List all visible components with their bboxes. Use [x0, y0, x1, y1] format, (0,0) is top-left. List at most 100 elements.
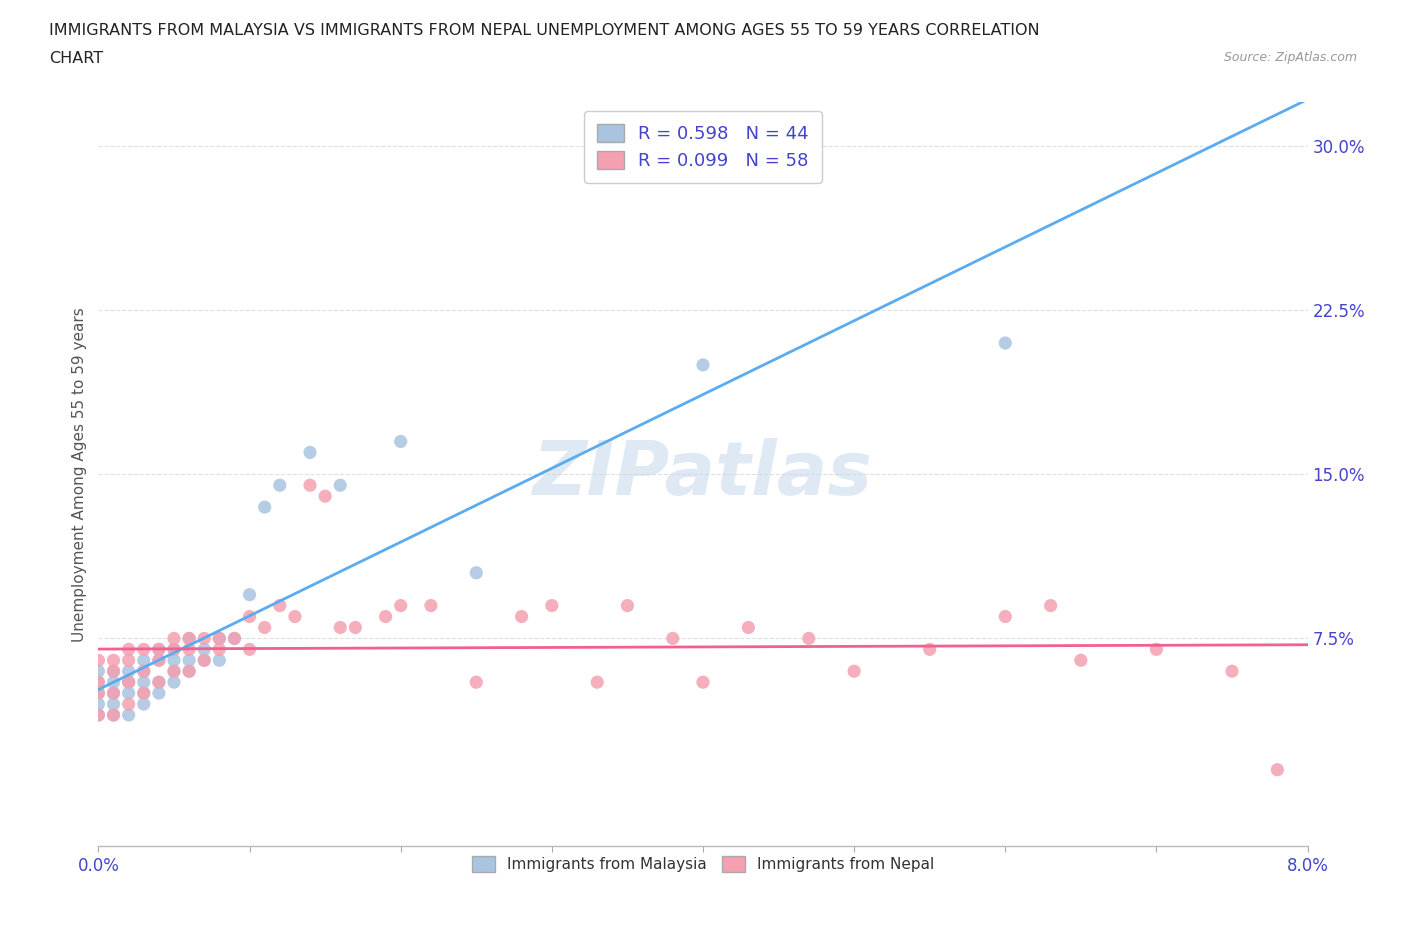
Point — [103, 675, 125, 690]
Point — [616, 598, 638, 613]
Point — [118, 642, 141, 657]
Point — [193, 653, 215, 668]
Point — [132, 642, 155, 657]
Point — [132, 685, 155, 700]
Point — [103, 697, 125, 711]
Point — [1267, 763, 1289, 777]
Point — [148, 642, 170, 657]
Point — [118, 675, 141, 690]
Point — [163, 664, 186, 679]
Point — [163, 675, 186, 690]
Point — [918, 642, 941, 657]
Point — [87, 685, 110, 700]
Point — [692, 357, 714, 372]
Point — [87, 653, 110, 668]
Point — [103, 664, 125, 679]
Point — [329, 478, 352, 493]
Text: IMMIGRANTS FROM MALAYSIA VS IMMIGRANTS FROM NEPAL UNEMPLOYMENT AMONG AGES 55 TO : IMMIGRANTS FROM MALAYSIA VS IMMIGRANTS F… — [49, 23, 1040, 38]
Point — [163, 631, 186, 645]
Point — [163, 642, 186, 657]
Point — [420, 598, 443, 613]
Point — [179, 653, 201, 668]
Point — [179, 664, 201, 679]
Point — [148, 685, 170, 700]
Point — [103, 653, 125, 668]
Point — [389, 434, 412, 449]
Point — [118, 697, 141, 711]
Point — [103, 685, 125, 700]
Point — [163, 642, 186, 657]
Legend: Immigrants from Malaysia, Immigrants from Nepal: Immigrants from Malaysia, Immigrants fro… — [464, 848, 942, 880]
Point — [344, 620, 367, 635]
Point — [132, 685, 155, 700]
Point — [118, 675, 141, 690]
Point — [269, 478, 291, 493]
Point — [118, 708, 141, 723]
Point — [239, 609, 262, 624]
Point — [179, 642, 201, 657]
Point — [299, 478, 322, 493]
Point — [193, 653, 215, 668]
Point — [103, 708, 125, 723]
Point — [586, 675, 609, 690]
Point — [148, 653, 170, 668]
Point — [87, 708, 110, 723]
Point — [103, 685, 125, 700]
Text: ZIPatlas: ZIPatlas — [533, 438, 873, 511]
Point — [87, 664, 110, 679]
Point — [179, 664, 201, 679]
Point — [118, 685, 141, 700]
Point — [269, 598, 291, 613]
Point — [148, 653, 170, 668]
Point — [253, 499, 276, 514]
Point — [87, 685, 110, 700]
Point — [118, 653, 141, 668]
Point — [148, 675, 170, 690]
Point — [389, 598, 412, 613]
Point — [132, 653, 155, 668]
Point — [132, 664, 155, 679]
Point — [510, 609, 533, 624]
Point — [208, 642, 231, 657]
Point — [224, 631, 246, 645]
Point — [314, 489, 336, 504]
Point — [692, 675, 714, 690]
Point — [844, 664, 866, 679]
Point — [163, 664, 186, 679]
Point — [132, 675, 155, 690]
Point — [118, 664, 141, 679]
Point — [1220, 664, 1243, 679]
Point — [224, 631, 246, 645]
Y-axis label: Unemployment Among Ages 55 to 59 years: Unemployment Among Ages 55 to 59 years — [72, 307, 87, 642]
Point — [193, 631, 215, 645]
Point — [103, 664, 125, 679]
Point — [179, 631, 201, 645]
Point — [87, 675, 110, 690]
Point — [540, 598, 562, 613]
Point — [163, 653, 186, 668]
Point — [239, 587, 262, 602]
Point — [148, 675, 170, 690]
Point — [661, 631, 683, 645]
Point — [284, 609, 307, 624]
Point — [994, 336, 1017, 351]
Point — [132, 697, 155, 711]
Point — [1070, 653, 1092, 668]
Point — [87, 697, 110, 711]
Point — [208, 653, 231, 668]
Point — [87, 675, 110, 690]
Text: Source: ZipAtlas.com: Source: ZipAtlas.com — [1223, 51, 1357, 64]
Point — [193, 642, 215, 657]
Point — [179, 631, 201, 645]
Point — [132, 664, 155, 679]
Point — [208, 631, 231, 645]
Text: CHART: CHART — [49, 51, 103, 66]
Point — [103, 708, 125, 723]
Point — [239, 642, 262, 657]
Point — [797, 631, 820, 645]
Point — [737, 620, 759, 635]
Point — [374, 609, 396, 624]
Point — [148, 642, 170, 657]
Point — [208, 631, 231, 645]
Point — [329, 620, 352, 635]
